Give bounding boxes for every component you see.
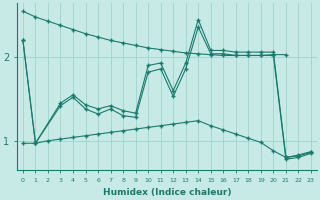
X-axis label: Humidex (Indice chaleur): Humidex (Indice chaleur) <box>103 188 231 197</box>
